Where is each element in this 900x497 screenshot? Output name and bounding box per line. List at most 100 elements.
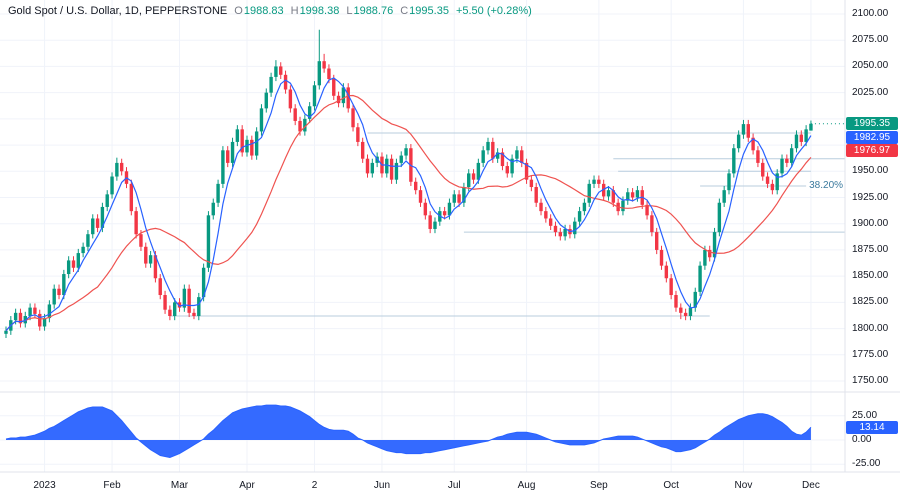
ma-slow-value-badge: 1976.97	[846, 144, 898, 158]
candle-body	[33, 307, 37, 314]
ma-slow-line	[5, 94, 812, 332]
candle-body	[81, 246, 85, 254]
candle-body	[52, 288, 56, 305]
close-value: 1995.35	[409, 5, 449, 17]
candle-body	[587, 183, 591, 203]
time-axis-label: Jun	[373, 480, 391, 491]
candle-body	[708, 249, 712, 258]
time-axis-label: Feb	[103, 480, 121, 491]
candle-body	[279, 66, 283, 75]
candle-body	[799, 134, 803, 142]
candle-body	[577, 211, 582, 222]
candle-body	[433, 221, 437, 229]
candle-body	[182, 288, 187, 308]
price-axis-label: 2100.00	[852, 8, 889, 19]
candle-body	[356, 127, 360, 142]
price-change: +5.50 (+0.28%)	[455, 5, 532, 17]
candle-body	[187, 288, 191, 313]
time-axis-label: Apr	[239, 480, 255, 491]
candle-body	[486, 141, 490, 151]
candle-body	[736, 134, 741, 149]
time-axis-label: Sep	[589, 480, 608, 491]
candle-body	[606, 190, 611, 197]
candle-body	[360, 141, 365, 159]
candle-body	[761, 162, 765, 177]
low-label: L	[346, 5, 353, 17]
candle-body	[722, 190, 726, 203]
candle-body	[727, 173, 731, 191]
candle-body	[418, 190, 423, 203]
candle-body	[42, 318, 47, 327]
candle-body	[659, 249, 664, 266]
fib-retracement-label: 38.20%	[809, 179, 844, 191]
candle-body	[524, 162, 529, 180]
candle-body	[91, 218, 95, 235]
candle-body	[717, 202, 722, 233]
candle-body	[105, 194, 109, 207]
candle-body	[534, 187, 538, 203]
time-axis-label: 2	[311, 480, 318, 491]
candle-body	[370, 162, 375, 174]
indicator-axis-label: -25.00	[852, 458, 881, 470]
candle-body	[679, 307, 683, 313]
candle-body	[635, 190, 640, 198]
candle-body	[804, 129, 808, 142]
candle-body	[230, 141, 235, 163]
candle-body	[346, 87, 350, 109]
open-label: O	[234, 5, 243, 17]
candle-body	[201, 267, 206, 298]
candle-body	[23, 315, 27, 324]
candle-body	[785, 158, 789, 163]
price-axis-label: 2025.00	[852, 86, 889, 98]
candle-body	[312, 85, 317, 107]
candle-body	[582, 202, 587, 212]
indicator-area	[6, 405, 811, 458]
candle-body	[307, 106, 312, 119]
candle-body	[240, 129, 244, 153]
candle-body	[264, 92, 268, 109]
candle-body	[197, 297, 201, 316]
candle-body	[327, 68, 331, 80]
candle-body	[780, 158, 784, 174]
candle-body	[168, 309, 172, 316]
time-axis-label: Jul	[447, 480, 461, 491]
candle-body	[683, 312, 688, 316]
candle-body	[394, 162, 399, 180]
ma-fast-value-badge: 1982.95	[846, 130, 898, 144]
candle-body	[601, 183, 606, 197]
candle-body	[375, 156, 379, 163]
candle-body	[664, 265, 669, 279]
candle-body	[621, 200, 625, 212]
candle-body	[95, 218, 100, 228]
candle-body	[630, 192, 635, 198]
candle-body	[139, 234, 143, 247]
candle-body	[119, 162, 124, 172]
candle-body	[153, 255, 158, 279]
candle-body	[703, 249, 707, 266]
symbol-header: Gold Spot / U.S. Dollar, 1D, PEPPERSTONE…	[8, 5, 532, 17]
candle-body	[500, 152, 505, 167]
candle-body	[28, 307, 32, 316]
candle-body	[332, 79, 336, 96]
candle-body	[428, 215, 432, 229]
candle-body	[447, 202, 452, 216]
price-axis-label: 1825.00	[852, 296, 889, 308]
ohlc-close: C 1995.35	[400, 5, 449, 17]
price-axis-label: 1775.00	[852, 348, 889, 360]
last-price-badge: 1995.35	[846, 117, 898, 131]
candle-body	[148, 255, 153, 264]
candle-body	[226, 150, 230, 163]
indicator-value-badge: 13.14	[846, 420, 898, 434]
candle-body	[399, 155, 403, 163]
candle-body	[452, 194, 456, 203]
candle-body	[765, 176, 770, 184]
candle-body	[163, 295, 167, 310]
ohlc-low: L 1988.76	[346, 5, 393, 17]
candle-body	[86, 234, 90, 247]
candle-body	[558, 232, 562, 237]
candle-body	[491, 141, 495, 159]
low-value: 1988.76	[353, 5, 394, 17]
